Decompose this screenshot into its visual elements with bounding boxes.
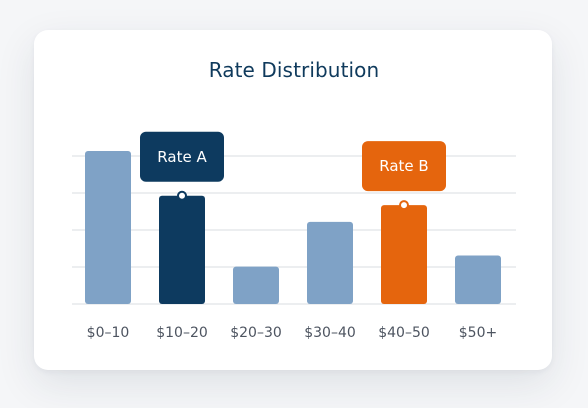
x-tick-label: $10–20 bbox=[156, 325, 208, 341]
callout-label: Rate B bbox=[379, 157, 428, 175]
x-tick-label: $20–30 bbox=[230, 325, 282, 341]
callout-pointer-dot bbox=[177, 190, 187, 201]
bar-5 bbox=[455, 255, 501, 304]
callout-pointer-dot bbox=[399, 200, 409, 211]
x-tick-label: $30–40 bbox=[304, 325, 356, 341]
bar-1 bbox=[159, 195, 205, 304]
bar-2 bbox=[233, 266, 279, 304]
x-tick-label: $50+ bbox=[459, 325, 497, 341]
callout-box bbox=[362, 141, 446, 192]
bar-0 bbox=[85, 151, 131, 304]
bar-3 bbox=[307, 221, 353, 304]
chart-title: Rate Distribution bbox=[208, 58, 380, 82]
x-tick-label: $40–50 bbox=[378, 325, 430, 341]
x-tick-label: $0–10 bbox=[87, 325, 130, 341]
bar-4 bbox=[381, 205, 427, 304]
callout-rate-b: Rate B bbox=[362, 141, 446, 211]
callout-label: Rate A bbox=[157, 148, 207, 166]
callout-box bbox=[140, 131, 224, 182]
callout-rate-a: Rate A bbox=[140, 131, 224, 201]
